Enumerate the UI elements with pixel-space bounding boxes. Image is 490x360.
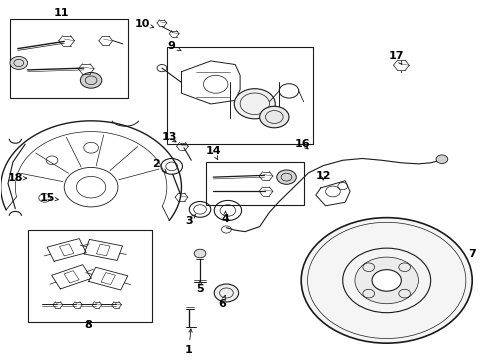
Text: 15: 15	[39, 193, 58, 203]
Text: 1: 1	[185, 329, 193, 355]
Circle shape	[10, 57, 27, 69]
Text: 7: 7	[468, 248, 476, 258]
Text: 9: 9	[168, 41, 181, 51]
Bar	[206, 162, 304, 205]
Bar	[167, 47, 314, 144]
Text: 4: 4	[221, 211, 229, 224]
Text: 13: 13	[162, 132, 177, 142]
Text: 5: 5	[196, 281, 204, 294]
Circle shape	[80, 72, 102, 88]
Circle shape	[214, 284, 239, 302]
Text: 11: 11	[54, 8, 70, 18]
Text: 17: 17	[389, 51, 404, 64]
Bar	[27, 230, 152, 321]
Text: 2: 2	[152, 159, 167, 172]
Circle shape	[301, 218, 472, 343]
Circle shape	[436, 155, 448, 163]
Text: 16: 16	[295, 139, 311, 149]
Text: 8: 8	[85, 320, 93, 330]
Text: 18: 18	[8, 173, 26, 183]
Circle shape	[277, 170, 296, 184]
Circle shape	[194, 249, 206, 258]
Text: 10: 10	[135, 19, 154, 29]
Circle shape	[355, 257, 418, 304]
Text: 3: 3	[185, 215, 196, 226]
Text: 12: 12	[316, 171, 331, 181]
Text: 6: 6	[218, 296, 226, 309]
Text: 14: 14	[205, 146, 221, 159]
Circle shape	[234, 89, 275, 119]
Bar	[10, 19, 128, 98]
Circle shape	[260, 106, 289, 128]
Circle shape	[372, 270, 401, 291]
